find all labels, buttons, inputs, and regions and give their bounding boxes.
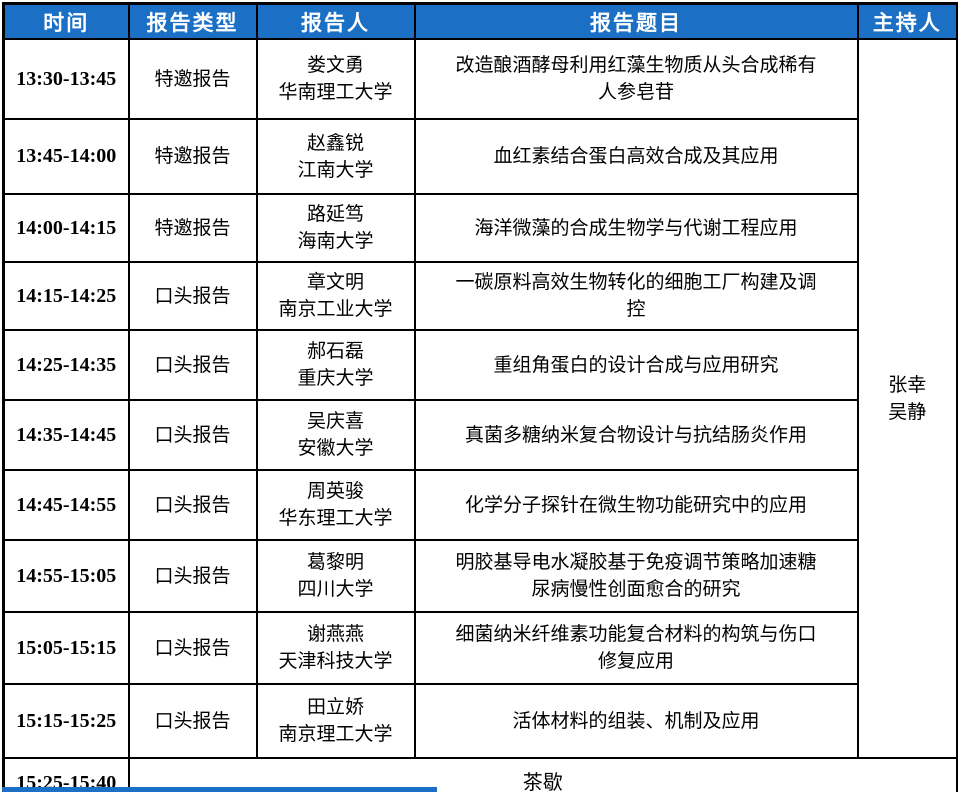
schedule-row: 15:05-15:15 口头报告 谢燕燕 天津科技大学 细菌纳米纤维素功能复合材… — [2, 611, 958, 685]
speaker-cell: 娄文勇 华南理工大学 — [255, 38, 416, 120]
speaker-affiliation: 四川大学 — [297, 579, 374, 600]
title-cell: 细菌纳米纤维素功能复合材料的构筑与伤口修复应用 — [413, 611, 859, 685]
speaker-name: 郝石磊 — [306, 341, 364, 362]
schedule-row: 13:45-14:00 特邀报告 赵鑫锐 江南大学 血红素结合蛋白高效合成及其应… — [2, 118, 958, 195]
title-cell: 化学分子探针在微生物功能研究中的应用 — [413, 469, 859, 541]
time-cell: 14:25-14:35 — [2, 329, 130, 401]
speaker-name: 田立娇 — [306, 697, 364, 718]
speaker-cell: 田立娇 南京理工大学 — [255, 683, 416, 759]
schedule-row: 14:35-14:45 口头报告 吴庆喜 安徽大学 真菌多糖纳米复合物设计与抗结… — [2, 399, 958, 471]
title-cell: 海洋微藻的合成生物学与代谢工程应用 — [413, 193, 859, 263]
speaker-name: 娄文勇 — [306, 55, 364, 76]
title-cell: 活体材料的组装、机制及应用 — [413, 683, 859, 759]
type-cell: 口头报告 — [127, 329, 258, 401]
speaker-affiliation: 江南大学 — [297, 159, 374, 181]
schedule-row: 14:15-14:25 口头报告 章文明 南京工业大学 一碳原料高效生物转化的细… — [2, 261, 958, 331]
speaker-affiliation: 华南理工大学 — [278, 82, 393, 103]
column-header-chair: 主持人 — [856, 2, 958, 40]
time-cell: 13:30-13:45 — [2, 38, 130, 120]
speaker-name: 葛黎明 — [306, 552, 364, 573]
speaker-affiliation: 南京工业大学 — [278, 299, 393, 320]
speaker-cell: 吴庆喜 安徽大学 — [255, 399, 416, 471]
schedule-row: 14:45-14:55 口头报告 周英骏 华东理工大学 化学分子探针在微生物功能… — [2, 469, 958, 541]
speaker-name: 章文明 — [306, 272, 364, 293]
speaker-name: 吴庆喜 — [306, 411, 364, 432]
schedule-row: 14:00-14:15 特邀报告 路延笃 海南大学 海洋微藻的合成生物学与代谢工… — [2, 193, 958, 263]
time-cell: 14:15-14:25 — [2, 261, 130, 331]
time-cell: 14:35-14:45 — [2, 399, 130, 471]
chair-name: 吴静 — [888, 401, 927, 423]
time-cell: 14:45-14:55 — [2, 469, 130, 541]
chair-name: 张幸 — [888, 374, 927, 396]
title-cell: 真菌多糖纳米复合物设计与抗结肠炎作用 — [413, 399, 859, 471]
type-cell: 特邀报告 — [127, 38, 258, 120]
time-cell: 14:00-14:15 — [2, 193, 130, 263]
speaker-affiliation: 华东理工大学 — [278, 508, 393, 529]
column-header-type: 报告类型 — [127, 2, 258, 40]
column-header-speaker: 报告人 — [255, 2, 416, 40]
type-cell: 口头报告 — [127, 611, 258, 685]
speaker-cell: 葛黎明 四川大学 — [255, 539, 416, 613]
speaker-name: 周英骏 — [306, 481, 364, 502]
type-cell: 特邀报告 — [127, 118, 258, 195]
type-cell: 口头报告 — [127, 399, 258, 471]
type-cell: 口头报告 — [127, 469, 258, 541]
speaker-affiliation: 南京理工大学 — [278, 724, 393, 745]
speaker-cell: 周英骏 华东理工大学 — [255, 469, 416, 541]
speaker-cell: 章文明 南京工业大学 — [255, 261, 416, 331]
schedule-row: 15:15-15:25 口头报告 田立娇 南京理工大学 活体材料的组装、机制及应… — [2, 683, 958, 759]
type-cell: 特邀报告 — [127, 193, 258, 263]
type-cell: 口头报告 — [127, 261, 258, 331]
speaker-name: 路延笃 — [306, 204, 364, 225]
speaker-cell: 谢燕燕 天津科技大学 — [255, 611, 416, 685]
title-cell: 明胶基导电水凝胶基于免疫调节策略加速糖尿病慢性创面愈合的研究 — [413, 539, 859, 613]
speaker-cell: 郝石磊 重庆大学 — [255, 329, 416, 401]
title-cell: 一碳原料高效生物转化的细胞工厂构建及调控 — [413, 261, 859, 331]
chair-cell: 张幸 吴静 — [856, 38, 958, 759]
break-cell: 茶歇 — [127, 757, 958, 792]
column-header-title: 报告题目 — [413, 2, 859, 40]
speaker-affiliation: 安徽大学 — [297, 438, 374, 459]
type-cell: 口头报告 — [127, 539, 258, 613]
speaker-name: 谢燕燕 — [306, 624, 364, 645]
speaker-affiliation: 天津科技大学 — [278, 651, 393, 672]
column-header-time: 时间 — [2, 2, 130, 40]
schedule-row: 14:55-15:05 口头报告 葛黎明 四川大学 明胶基导电水凝胶基于免疫调节… — [2, 539, 958, 613]
title-cell: 改造酿酒酵母利用红藻生物质从头合成稀有人参皂苷 — [413, 38, 859, 120]
speaker-affiliation: 海南大学 — [297, 231, 374, 252]
title-cell: 血红素结合蛋白高效合成及其应用 — [413, 118, 859, 195]
schedule-row: 13:30-13:45 特邀报告 娄文勇 华南理工大学 改造酿酒酵母利用红藻生物… — [2, 38, 958, 759]
schedule-row: 14:25-14:35 口头报告 郝石磊 重庆大学 重组角蛋白的设计合成与应用研… — [2, 329, 958, 401]
time-cell: 15:05-15:15 — [2, 611, 130, 685]
time-cell: 14:55-15:05 — [2, 539, 130, 613]
time-cell: 15:15-15:25 — [2, 683, 130, 759]
speaker-cell: 路延笃 海南大学 — [255, 193, 416, 263]
next-table-header-edge — [2, 787, 437, 792]
speaker-name: 赵鑫锐 — [306, 132, 364, 154]
header-row: 时间 报告类型 报告人 报告题目 主持人 — [2, 2, 958, 40]
type-cell: 口头报告 — [127, 683, 258, 759]
speaker-affiliation: 重庆大学 — [297, 368, 374, 389]
speaker-cell: 赵鑫锐 江南大学 — [255, 118, 416, 195]
time-cell: 13:45-14:00 — [2, 118, 130, 195]
title-cell: 重组角蛋白的设计合成与应用研究 — [413, 329, 859, 401]
